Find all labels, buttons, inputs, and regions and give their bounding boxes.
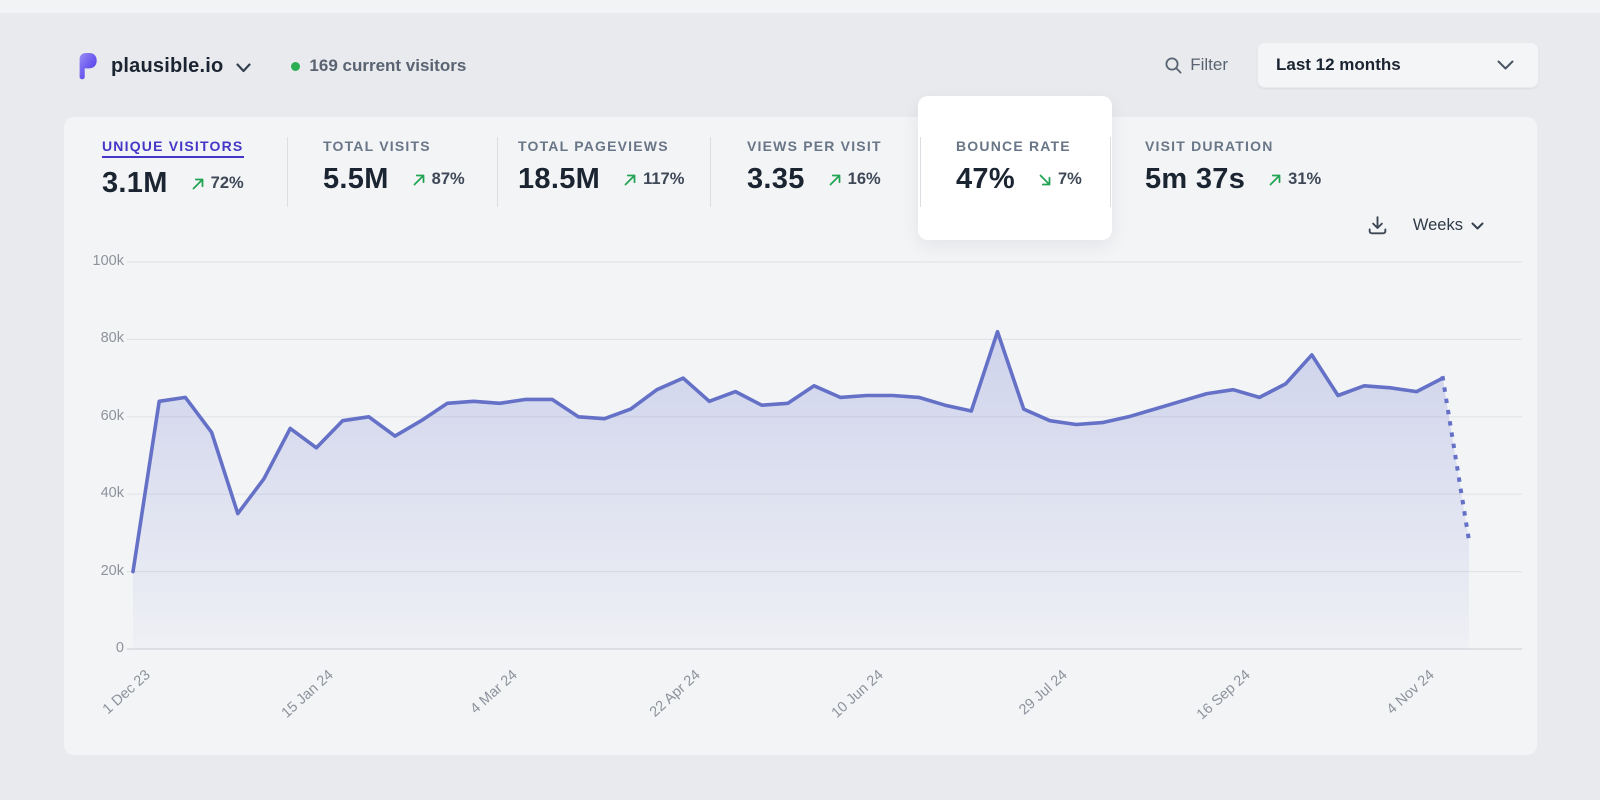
stat-total-pageviews[interactable]: TOTAL PAGEVIEWS 18.5M 117%	[518, 138, 684, 196]
stat-divider	[1110, 137, 1111, 207]
stat-views-per-visit[interactable]: VIEWS PER VISIT 3.35 16%	[747, 138, 882, 196]
dashboard-card: UNIQUE VISITORS 3.1M 72% TOTAL VISITS 5.…	[64, 96, 1537, 755]
stat-value: 3.1M	[102, 167, 168, 199]
y-axis-label: 100k	[92, 253, 124, 269]
site-chevron-down-icon[interactable]	[236, 63, 252, 73]
stat-divider	[287, 137, 288, 207]
y-axis-label: 20k	[100, 562, 124, 579]
stat-label: VISIT DURATION	[1145, 138, 1274, 154]
x-axis-label: 1 Dec 23	[99, 667, 154, 718]
stat-label: UNIQUE VISITORS	[102, 138, 244, 158]
interval-value: Weeks	[1412, 216, 1463, 234]
stat-change: 7%	[1037, 170, 1082, 189]
stat-label: BOUNCE RATE	[956, 138, 1071, 154]
filter-button[interactable]: Filter	[1164, 55, 1228, 75]
trend-up-icon	[829, 174, 841, 185]
x-axis-label: 22 Apr 24	[646, 667, 704, 721]
stat-change: 87%	[411, 170, 465, 189]
trend-up-icon	[192, 178, 204, 189]
stat-change: 16%	[827, 170, 881, 189]
current-visitors[interactable]: 169 current visitors	[291, 56, 466, 76]
y-axis-label: 80k	[100, 330, 124, 347]
trend-up-icon	[624, 174, 636, 185]
x-axis-label: 16 Sep 24	[1194, 667, 1254, 724]
trend-up-icon	[413, 174, 425, 185]
stat-pct: 7%	[1057, 170, 1082, 188]
x-axis-label: 29 Jul 24	[1016, 667, 1071, 719]
stat-pct: 72%	[210, 174, 244, 192]
y-axis-label: 0	[115, 640, 124, 656]
site-name[interactable]: plausible.io	[111, 54, 224, 77]
stat-visit-duration[interactable]: VISIT DURATION 5m 37s 31%	[1145, 138, 1321, 196]
stat-label: TOTAL PAGEVIEWS	[518, 138, 669, 154]
y-axis-label: 60k	[100, 407, 124, 424]
stat-change: 117%	[622, 170, 684, 189]
bounce-rate-highlight-card	[918, 96, 1112, 240]
stat-total-visits[interactable]: TOTAL VISITS 5.5M 87%	[323, 138, 465, 196]
current-visitors-label: 169 current visitors	[309, 56, 467, 75]
download-button[interactable]	[1366, 214, 1389, 237]
stat-divider	[920, 137, 921, 207]
download-icon	[1368, 216, 1387, 235]
stat-value: 18.5M	[518, 163, 601, 195]
filter-label: Filter	[1190, 55, 1228, 74]
x-axis-label: 15 Jan 24	[279, 667, 338, 722]
stat-pct: 87%	[431, 170, 465, 188]
interval-chevron-down-icon	[1471, 222, 1484, 230]
site-header: plausible.io 169 current visitors	[74, 46, 466, 86]
stat-divider	[497, 137, 498, 207]
live-dot-icon	[291, 61, 301, 71]
stat-value: 5m 37s	[1145, 163, 1246, 195]
stat-value: 47%	[956, 163, 1015, 195]
area-chart-svg	[127, 261, 1522, 650]
stat-unique-visitors[interactable]: UNIQUE VISITORS 3.1M 72%	[102, 138, 244, 200]
stat-bounce-rate[interactable]: BOUNCE RATE 47% 7%	[956, 138, 1082, 196]
trend-down-icon	[1039, 174, 1051, 185]
date-range-selector[interactable]: Last 12 months	[1257, 42, 1539, 88]
interval-selector[interactable]: Weeks	[1413, 216, 1484, 235]
trend-up-icon	[1269, 174, 1281, 185]
x-axis-label: 10 Jun 24	[829, 667, 888, 722]
stat-pct: 31%	[1288, 170, 1322, 188]
x-axis-label: 4 Mar 24	[467, 667, 521, 718]
stat-change: 72%	[190, 174, 244, 193]
search-icon	[1165, 57, 1182, 74]
stat-pct: 16%	[847, 170, 881, 188]
top-strip	[0, 0, 1600, 13]
date-range-value: Last 12 months	[1276, 55, 1401, 74]
stat-label: VIEWS PER VISIT	[747, 138, 882, 154]
stat-change: 31%	[1267, 170, 1321, 189]
stat-value: 5.5M	[323, 163, 389, 195]
y-axis-label: 40k	[100, 485, 124, 502]
x-axis-label: 4 Nov 24	[1383, 667, 1438, 718]
chart-toolbar: Weeks	[1366, 214, 1484, 237]
stat-pct: 117%	[643, 170, 685, 188]
stat-value: 3.35	[747, 163, 805, 195]
header-controls: Filter Last 12 months	[1164, 42, 1539, 88]
plausible-logo-icon	[79, 53, 97, 80]
visitors-chart[interactable]	[127, 261, 1522, 650]
stat-divider	[710, 137, 711, 207]
date-chevron-down-icon	[1497, 60, 1514, 69]
stat-label: TOTAL VISITS	[323, 138, 431, 154]
